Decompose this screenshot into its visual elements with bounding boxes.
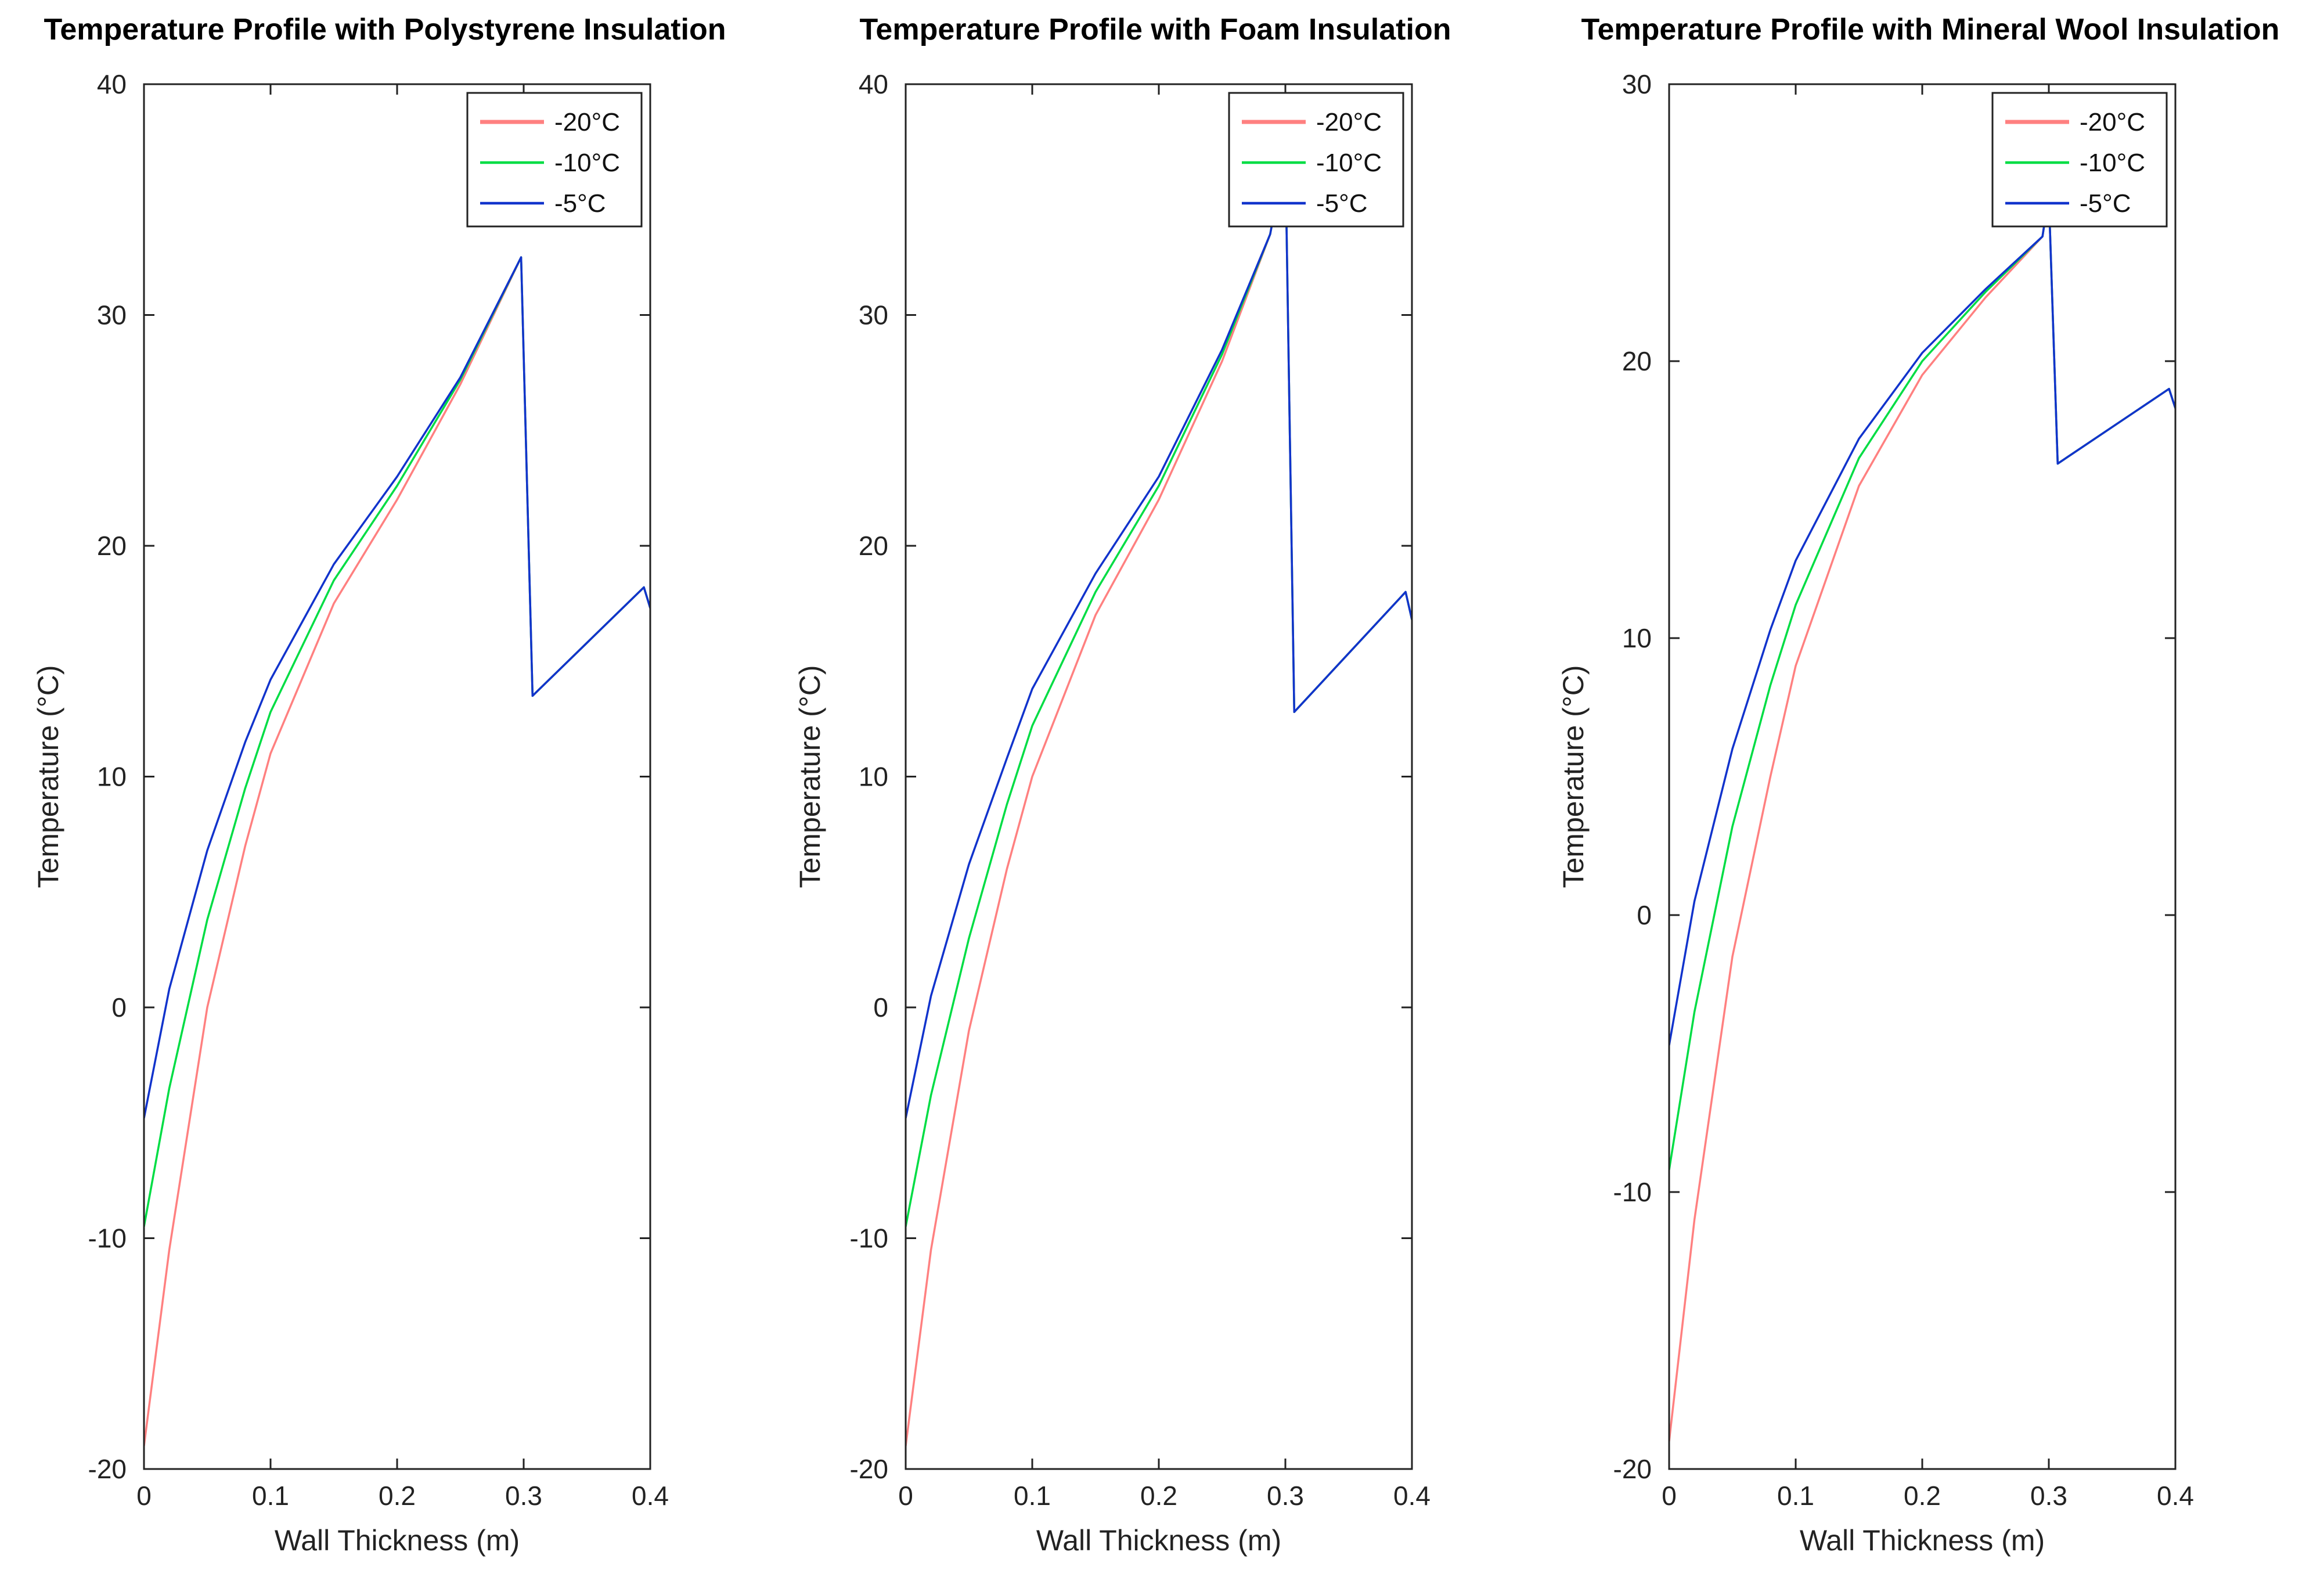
series-line-1 [144, 256, 650, 1446]
chart-panel-1: Temperature Profile with Polystyrene Ins… [32, 13, 726, 1557]
x-tick-label: 0.4 [632, 1481, 669, 1511]
x-tick-label: 0.3 [2030, 1481, 2067, 1511]
legend-label: -20°C [1316, 108, 1382, 136]
x-tick-label: 0.2 [1904, 1481, 1941, 1511]
x-tick-label: 0.3 [505, 1481, 542, 1511]
x-tick-label: 0.1 [1777, 1481, 1814, 1511]
y-tick-label: 10 [859, 762, 888, 792]
y-tick-label: -10 [1613, 1177, 1652, 1207]
x-axis-label: Wall Thickness (m) [1800, 1524, 2045, 1557]
plot-frame [143, 83, 651, 1470]
chart-title: Temperature Profile with Foam Insulation [860, 13, 1451, 46]
legend-label: -10°C [2080, 149, 2145, 177]
chart-panel-2: Temperature Profile with Foam Insulation… [794, 13, 1451, 1557]
legend: -20°C -10°C -5°C [1228, 92, 1404, 228]
y-tick-label: 30 [97, 300, 127, 330]
x-tick-label: 0 [1662, 1481, 1677, 1511]
x-tick-label: 0.3 [1267, 1481, 1304, 1511]
y-tick-label: 20 [859, 531, 888, 561]
y-tick-label: -20 [88, 1454, 127, 1484]
x-axis-label: Wall Thickness (m) [1036, 1524, 1281, 1557]
legend-label: -10°C [554, 149, 620, 177]
y-tick-label: 30 [1622, 69, 1652, 99]
x-tick-label: 0 [898, 1481, 913, 1511]
series-line-1 [906, 152, 1412, 1446]
y-tick-label: 10 [1622, 623, 1652, 653]
x-tick-label: 0.1 [252, 1481, 289, 1511]
series-line-1 [1669, 194, 2175, 1442]
y-axis-label: Temperature (°C) [1557, 665, 1590, 888]
y-tick-label: 0 [873, 992, 888, 1022]
series-line-2 [906, 152, 1412, 1227]
chart-panel-3: Temperature Profile with Mineral Wool In… [1557, 13, 2279, 1557]
series-line-2 [1669, 194, 2175, 1171]
y-axis-label: Temperature (°C) [32, 665, 64, 888]
x-tick-label: 0.2 [1140, 1481, 1177, 1511]
x-tick-label: 0 [136, 1481, 152, 1511]
y-tick-label: -20 [850, 1454, 888, 1484]
y-tick-label: 10 [97, 762, 127, 792]
y-tick-label: -20 [1613, 1454, 1652, 1484]
legend-label: -5°C [554, 189, 606, 218]
x-tick-label: 0.4 [2157, 1481, 2194, 1511]
y-tick-label: -10 [88, 1223, 127, 1254]
plot-frame [905, 83, 1413, 1470]
x-tick-label: 0.4 [1393, 1481, 1431, 1511]
series-line-2 [144, 256, 650, 1227]
legend-label: -5°C [1316, 189, 1368, 218]
y-tick-label: -10 [850, 1223, 888, 1254]
chart-title: Temperature Profile with Polystyrene Ins… [44, 13, 726, 46]
legend: -20°C -10°C -5°C [1991, 92, 2168, 228]
legend-label: -5°C [2080, 189, 2131, 218]
y-tick-label: 20 [97, 531, 127, 561]
x-tick-label: 0.2 [379, 1481, 416, 1511]
y-tick-label: 40 [97, 69, 127, 99]
legend-label: -20°C [2080, 108, 2145, 136]
chart-title: Temperature Profile with Mineral Wool In… [1581, 13, 2280, 46]
series-line-3 [906, 152, 1412, 1119]
legend-label: -20°C [554, 108, 620, 136]
series-line-3 [144, 256, 650, 1119]
legend-label: -10°C [1316, 149, 1382, 177]
y-tick-label: 40 [859, 69, 888, 99]
y-tick-label: 30 [859, 300, 888, 330]
x-tick-label: 0.1 [1014, 1481, 1051, 1511]
y-tick-label: 0 [1637, 900, 1652, 930]
legend: -20°C -10°C -5°C [466, 92, 643, 228]
y-axis-label: Temperature (°C) [794, 665, 826, 888]
series-line-3 [1669, 194, 2175, 1046]
y-tick-label: 20 [1622, 346, 1652, 376]
x-axis-label: Wall Thickness (m) [275, 1524, 520, 1557]
y-tick-label: 0 [111, 992, 127, 1022]
